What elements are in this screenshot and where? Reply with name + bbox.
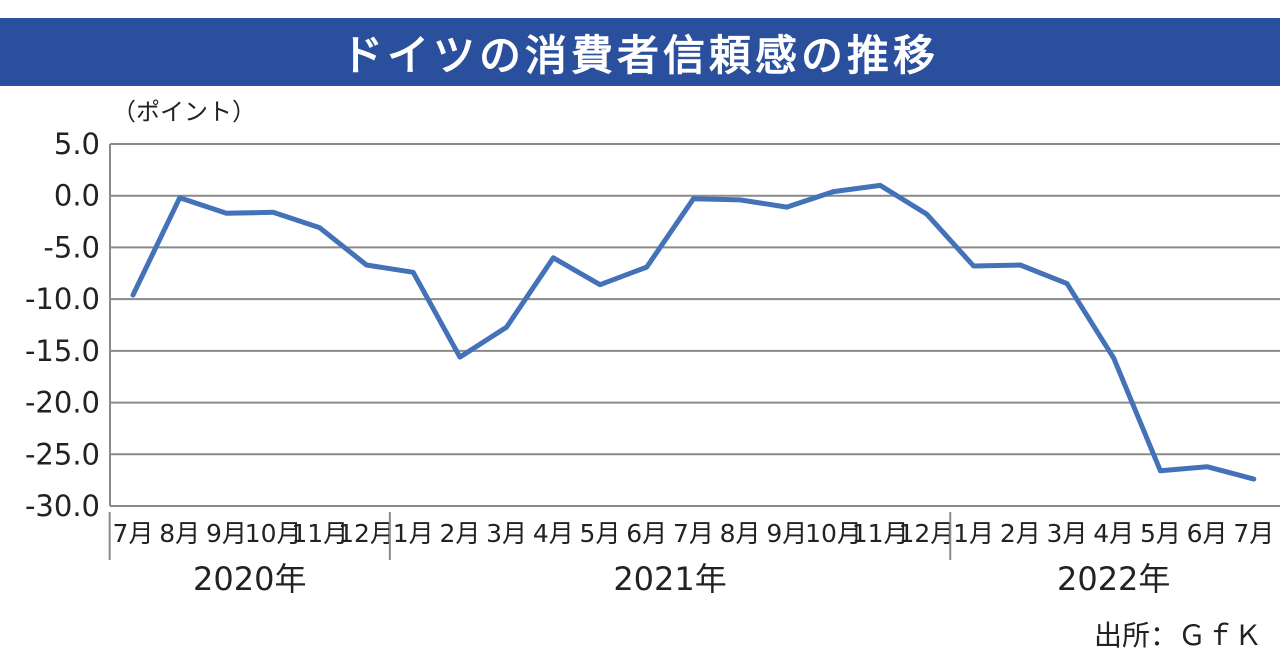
- data-point: [319, 227, 321, 229]
- data-point: [459, 356, 461, 358]
- y-tick-label: -5.0: [43, 230, 100, 264]
- data-point: [1113, 357, 1115, 359]
- source-note: 出所：ＧｆＫ: [1094, 619, 1262, 652]
- x-tick-label: 3月: [1047, 519, 1088, 548]
- data-point: [833, 191, 834, 193]
- data-point: [366, 264, 367, 266]
- x-tick-label: 10月: [805, 519, 862, 548]
- x-tick-label: 12月: [338, 519, 395, 548]
- y-tick-label: -25.0: [25, 437, 100, 471]
- x-tick-label: 2月: [1000, 519, 1041, 548]
- year-labels: 2020年 2021年 2022年: [108, 512, 1170, 598]
- x-tick-label: 9月: [206, 519, 247, 548]
- x-tick-label: 11月: [852, 519, 909, 548]
- series-layer: [130, 182, 1257, 482]
- data-point: [786, 206, 788, 208]
- x-tick-label: 12月: [898, 519, 955, 548]
- data-point: [1159, 470, 1161, 472]
- x-tick-label: 6月: [626, 519, 667, 548]
- chart-title-bar: ドイツの消費者信頼感の推移: [0, 18, 1280, 86]
- data-point: [926, 213, 928, 215]
- data-point: [506, 326, 508, 328]
- y-tick-labels: 5.0 0.0 -5.0 -10.0 -15.0 -20.0 -25.0 -30.0: [25, 127, 100, 523]
- y-tick-label: -10.0: [25, 282, 100, 316]
- y-tick-label: 5.0: [54, 127, 100, 161]
- data-point: [272, 211, 274, 213]
- year-label: 2021年: [613, 560, 726, 598]
- x-tick-label: 8月: [159, 519, 200, 548]
- x-tick-label: 3月: [486, 519, 527, 548]
- data-point: [132, 294, 134, 296]
- data-point: [739, 199, 741, 201]
- year-label: 2022年: [1057, 560, 1170, 598]
- x-tick-label: 8月: [720, 519, 761, 548]
- data-point: [412, 271, 414, 273]
- data-point: [1019, 264, 1021, 266]
- x-tick-label: 7月: [1233, 519, 1274, 548]
- year-label: 2020年: [193, 560, 306, 598]
- x-tick-label: 1月: [953, 519, 994, 548]
- data-point: [225, 212, 227, 214]
- y-tick-label: -20.0: [25, 386, 100, 420]
- x-tick-label: 7月: [673, 519, 714, 548]
- data-point: [599, 284, 601, 286]
- y-tick-label: 0.0: [54, 179, 100, 213]
- y-tick-label: -30.0: [25, 489, 100, 523]
- data-point: [1066, 283, 1068, 285]
- data-point: [646, 266, 648, 268]
- x-tick-label: 5月: [1140, 519, 1181, 548]
- x-tick-label: 6月: [1187, 519, 1228, 548]
- data-point: [179, 197, 181, 199]
- data-point: [1206, 466, 1208, 468]
- series-line: [130, 182, 1257, 482]
- y-tick-label: -15.0: [25, 334, 100, 368]
- data-point: [552, 257, 554, 259]
- x-tick-label: 1月: [393, 519, 434, 548]
- x-tick-label: 4月: [1093, 519, 1134, 548]
- chart-title: ドイツの消費者信頼感の推移: [340, 30, 939, 80]
- data-point: [879, 184, 881, 186]
- x-tick-label: 11月: [291, 519, 348, 548]
- data-point: [973, 265, 975, 267]
- x-tick-label: 9月: [766, 519, 807, 548]
- data-point: [692, 198, 694, 200]
- x-tick-label: 2月: [439, 519, 480, 548]
- y-axis-unit: （ポイント）: [112, 98, 256, 126]
- x-tick-label: 10月: [245, 519, 302, 548]
- grid-layer: [109, 143, 1280, 507]
- x-tick-label: 5月: [580, 519, 621, 548]
- x-tick-label: 7月: [113, 519, 154, 548]
- x-tick-label: 4月: [533, 519, 574, 548]
- data-point: [1253, 478, 1255, 480]
